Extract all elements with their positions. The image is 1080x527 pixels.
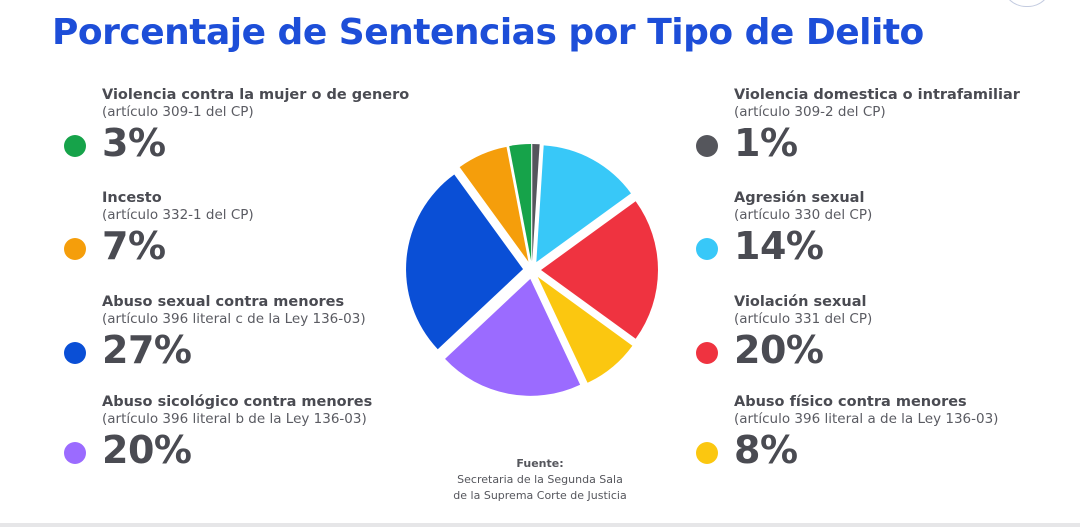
- seal-icon: [1002, 0, 1052, 7]
- legend-dot-incesto: [64, 238, 86, 260]
- legend-item-agresion-sexual: Agresión sexual (artículo 330 del CP) 14…: [734, 190, 872, 267]
- legend-ref: (artículo 332-1 del CP): [102, 207, 254, 223]
- legend-name: Agresión sexual: [734, 190, 865, 206]
- legend-name: Incesto: [102, 190, 162, 206]
- legend-ref: (artículo 396 literal c de la Ley 136-03…: [102, 311, 366, 327]
- pie-slice-1pct: [532, 144, 540, 262]
- legend-dot-abuso-sexual-menores: [64, 342, 86, 364]
- pie-slice-7pct: [459, 146, 529, 262]
- pie-slice-27pct: [406, 174, 524, 350]
- legend-percent: 1%: [734, 121, 798, 165]
- legend-percent: 27%: [102, 328, 192, 372]
- legend-percent: 3%: [102, 121, 166, 165]
- divider: [0, 523, 1080, 527]
- source-note: Fuente: Secretaria de la Segunda Sala de…: [440, 456, 640, 504]
- legend-name: Abuso sicológico contra menores: [102, 394, 373, 410]
- pie-slice-3pct: [509, 144, 532, 262]
- page-title: Porcentaje de Sentencias por Tipo de Del…: [52, 12, 924, 53]
- legend-percent: 14%: [734, 224, 824, 268]
- legend-dot-abuso-fisico: [696, 442, 718, 464]
- pie-slice-20pct: [445, 278, 581, 396]
- legend-name: Violencia contra la mujer o de genero: [102, 87, 410, 103]
- legend-ref: (artículo 396 literal a de la Ley 136-03…: [734, 411, 999, 427]
- legend-dot-violacion-sexual: [696, 342, 718, 364]
- legend-dot-abuso-sicologico: [64, 442, 86, 464]
- legend-item-violacion-sexual: Violación sexual (artículo 331 del CP) 2…: [734, 294, 872, 371]
- legend-percent: 7%: [102, 224, 166, 268]
- legend-dot-violencia-mujer: [64, 135, 86, 157]
- legend-percent: 20%: [102, 428, 192, 472]
- source-label: Fuente:: [516, 457, 564, 470]
- legend-item-violencia-domestica: Violencia domestica o intrafamiliar (art…: [734, 87, 1020, 164]
- legend-item-abuso-sicologico: Abuso sicológico contra menores (artícul…: [102, 394, 372, 471]
- legend-name: Violación sexual: [734, 294, 867, 310]
- pie-chart: [406, 144, 658, 396]
- legend-dot-violencia-domestica: [696, 135, 718, 157]
- legend-name: Abuso físico contra menores: [734, 394, 967, 410]
- legend-dot-agresion-sexual: [696, 238, 718, 260]
- pie-slice-20pct: [541, 201, 658, 339]
- legend-ref: (artículo 309-1 del CP): [102, 104, 254, 120]
- legend-percent: 20%: [734, 328, 824, 372]
- legend-item-incesto: Incesto (artículo 332-1 del CP) 7%: [102, 190, 254, 267]
- legend-ref: (artículo 330 del CP): [734, 207, 873, 223]
- legend-name: Violencia domestica o intrafamiliar: [734, 87, 1020, 103]
- legend-item-abuso-fisico: Abuso físico contra menores (artículo 39…: [734, 394, 998, 471]
- legend-ref: (artículo 331 del CP): [734, 311, 873, 327]
- legend-percent: 8%: [734, 428, 798, 472]
- legend-item-violencia-mujer: Violencia contra la mujer o de genero (a…: [102, 87, 409, 164]
- source-line-1: Secretaria de la Segunda Sala: [457, 473, 623, 486]
- pie-slice-8pct: [537, 276, 633, 383]
- legend-ref: (artículo 396 literal b de la Ley 136-03…: [102, 411, 367, 427]
- legend-ref: (artículo 309-2 del CP): [734, 104, 886, 120]
- legend-item-abuso-sexual-menores: Abuso sexual contra menores (artículo 39…: [102, 294, 366, 371]
- source-line-2: de la Suprema Corte de Justicia: [453, 489, 627, 502]
- legend-name: Abuso sexual contra menores: [102, 294, 345, 310]
- pie-slice-14pct: [536, 145, 631, 263]
